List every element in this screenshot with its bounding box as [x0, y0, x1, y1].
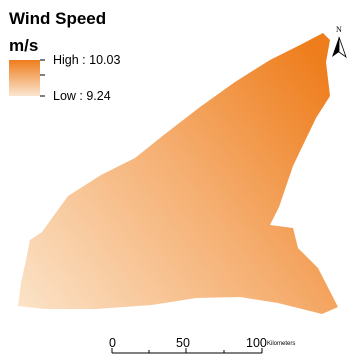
legend-color-ramp — [9, 60, 40, 96]
scale-label-0: 0 — [109, 336, 116, 350]
legend-high-label: High : 10.03 — [53, 53, 121, 67]
north-label: N — [336, 25, 342, 34]
scale-label-50: 50 — [176, 336, 190, 350]
scale-unit-label: Kilometers — [267, 341, 296, 347]
wind-speed-raster — [18, 33, 338, 314]
scale-label-100: 100 — [246, 336, 267, 350]
legend-unit: m/s — [9, 36, 39, 55]
north-arrow-icon — [332, 36, 347, 59]
scale-bar — [111, 348, 263, 354]
legend-title: Wind Speed — [9, 9, 107, 28]
legend-low-label: Low : 9.24 — [53, 89, 111, 103]
